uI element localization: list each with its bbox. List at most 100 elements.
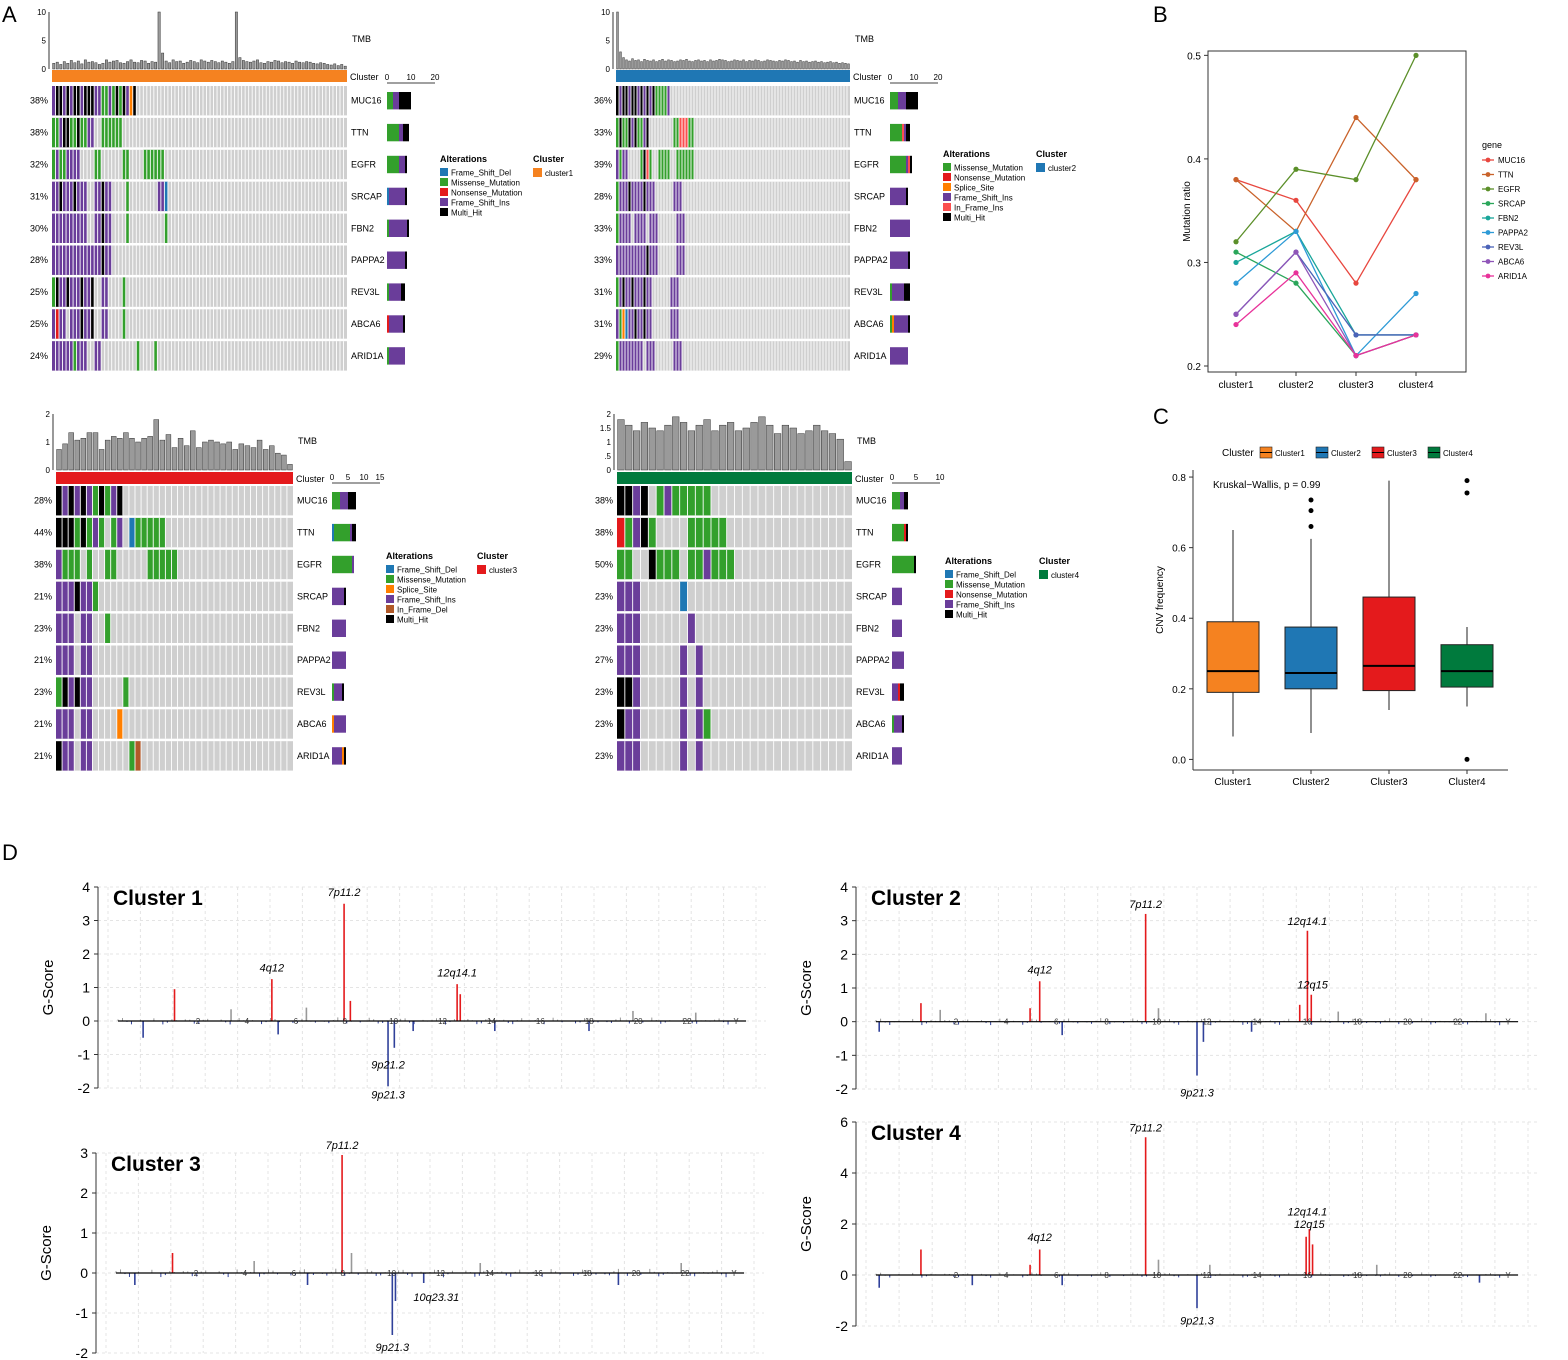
summary-bar-segment <box>892 492 900 510</box>
summary-bar-segment <box>906 523 908 542</box>
mutation-cell <box>164 213 168 243</box>
mutation-cell <box>122 277 126 307</box>
tmb-bar <box>760 61 763 70</box>
gene-percent: 38% <box>30 96 48 106</box>
tmb-bar <box>322 63 326 70</box>
summary-tick-label: 15 <box>376 473 385 482</box>
legend-label: MUC16 <box>1498 156 1526 165</box>
mutation-cell <box>617 709 625 739</box>
chromosome-label: 2 <box>954 1018 959 1027</box>
chromosome-label: 14 <box>487 1017 496 1026</box>
tmb-bar <box>821 430 829 471</box>
mutation-cell <box>649 149 652 180</box>
tmb-bar <box>129 59 133 70</box>
tmb-bar <box>766 59 769 70</box>
legend-dot <box>1485 157 1491 163</box>
tmb-bar <box>763 60 766 70</box>
gene-percent: 25% <box>30 319 48 329</box>
summary-tick-label: 5 <box>914 473 919 482</box>
tmb-bar <box>140 60 143 70</box>
mutation-cell <box>66 277 70 307</box>
x-tick-label: Cluster3 <box>1370 777 1408 788</box>
tmb-bar <box>256 439 263 471</box>
peak-label: 4q12 <box>1027 1232 1051 1244</box>
mutation-cell <box>695 677 704 707</box>
legend-dot <box>1485 215 1491 221</box>
y-tick-label: 0.6 <box>1172 544 1186 555</box>
tmb-bar <box>634 60 637 70</box>
chromosome-label: 6 <box>292 1269 297 1278</box>
y-tick-label: 3 <box>80 1145 88 1161</box>
gene-name: ABCA6 <box>854 319 884 329</box>
mutation-matrix: 28% MUC16 44% TTN 38% EGFR 21% SRCAP 23% FBN2 21% P… <box>34 486 356 771</box>
plot-frame <box>1207 50 1467 373</box>
summary-bar-segment <box>352 523 356 542</box>
mutation-cell <box>132 86 137 116</box>
summary-bar-segment <box>908 251 910 269</box>
tmb-bar <box>165 434 172 471</box>
summary-bar-segment <box>403 315 405 333</box>
legend-label: ABCA6 <box>1498 258 1525 267</box>
mutation-cell <box>619 86 622 116</box>
mutation-cell <box>69 86 74 116</box>
gene-percent: 33% <box>594 223 612 233</box>
mutation-cell <box>98 486 105 516</box>
tmb-bar <box>687 430 695 471</box>
mutation-cell <box>62 86 67 116</box>
chromosome-label: 2 <box>954 1271 959 1280</box>
gene-percent: 23% <box>34 623 52 633</box>
tmb-bar <box>294 60 298 70</box>
summary-tick-label: 5 <box>346 473 351 482</box>
mutation-cell <box>80 86 84 116</box>
summary-bar-segment <box>387 155 399 174</box>
cluster-label: Cluster <box>296 474 325 484</box>
tmb-bar <box>281 454 287 471</box>
y-tick-label: 0.2 <box>1172 685 1186 696</box>
mutation-cell <box>56 741 63 771</box>
summary-bar-segment <box>389 219 407 237</box>
mutation-cell <box>676 213 685 243</box>
tmb-bar <box>817 61 820 70</box>
summary-bar-segment <box>906 155 908 174</box>
y-tick-label: 2 <box>840 946 848 962</box>
legend-swatch <box>440 198 448 206</box>
gene-name: REV3L <box>351 287 380 297</box>
gene-name: SRCAP <box>351 191 382 201</box>
peak-label: 7p11.2 <box>328 887 361 899</box>
gene-percent: 31% <box>30 191 48 201</box>
mutation-cell <box>52 309 56 339</box>
cluster-legend-swatch <box>533 168 542 177</box>
mutation-cell <box>711 549 735 580</box>
box <box>1440 644 1494 688</box>
chromosome-label: 12 <box>1202 1018 1211 1027</box>
mutation-cell <box>116 709 123 739</box>
y-tick-label: -1 <box>76 1305 89 1321</box>
summary-bar-segment <box>902 123 904 142</box>
mutation-cell <box>110 517 117 548</box>
tmb-bar <box>640 61 643 70</box>
y-axis-label: Mutation ratio <box>1182 181 1193 242</box>
mutation-cell <box>643 181 646 212</box>
x-tick-label: Cluster4 <box>1448 777 1486 788</box>
mutation-cell <box>695 741 704 771</box>
tmb-bars: 0 .5 1 1.5 2 TMB <box>600 410 876 475</box>
gene-percent: 38% <box>30 128 48 138</box>
mutation-cell <box>643 117 646 148</box>
summary-tick-label: 0 <box>888 73 893 82</box>
gene-name: ABCA6 <box>297 719 327 729</box>
tmb-bar <box>136 62 140 70</box>
panel-letter-b: B <box>1153 2 1168 27</box>
mutation-cell <box>617 613 641 643</box>
series-point <box>1353 332 1359 338</box>
chromosome-label: 6 <box>1054 1018 1059 1027</box>
tmb-bar <box>252 60 256 70</box>
tmb-bar <box>319 62 323 70</box>
tmb-bar <box>697 59 700 70</box>
tmb-bars: 0 1 2 TMB <box>46 410 317 475</box>
tmb-bar <box>672 416 680 471</box>
summary-bar-segment <box>387 219 389 237</box>
mutation-cell <box>646 181 655 212</box>
tmb-bar <box>343 65 347 70</box>
mutation-cell <box>101 181 105 212</box>
tmb-label: TMB <box>857 436 876 446</box>
